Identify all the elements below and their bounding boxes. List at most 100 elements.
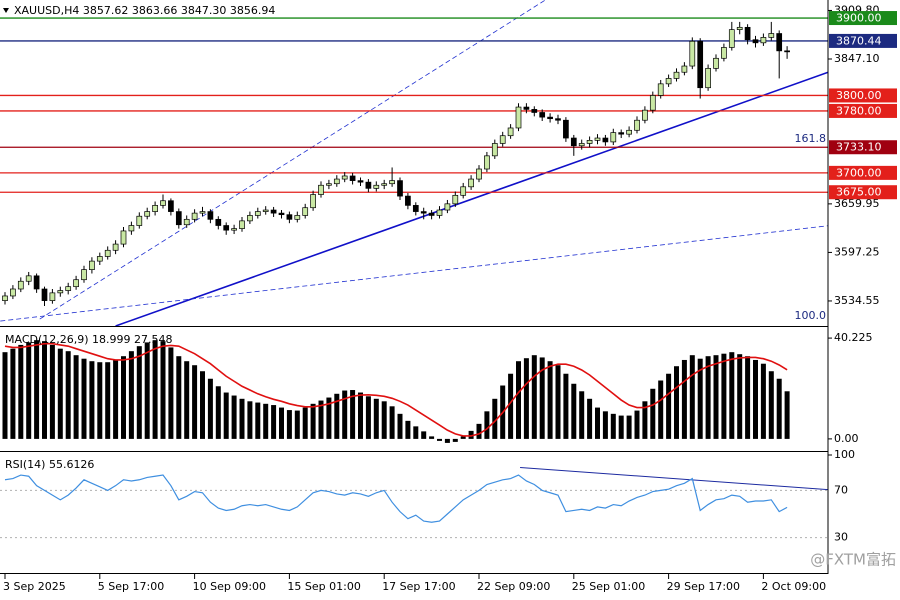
price-label-box [829, 11, 897, 26]
candle-body [96, 256, 103, 262]
candle-body [697, 40, 704, 89]
macd-bar [144, 342, 150, 439]
macd-bar [721, 353, 727, 439]
macd-bar [263, 403, 269, 439]
candle-body [112, 243, 119, 251]
price-label: 3900.00 [836, 12, 882, 25]
macd-bar [105, 362, 111, 439]
candle-body [389, 180, 395, 185]
macd-bar [89, 361, 95, 439]
price-label-box [829, 165, 897, 180]
candle-body [160, 200, 166, 206]
macd-bar [10, 348, 16, 439]
macd-bar [618, 415, 624, 439]
macd-bar [658, 380, 664, 439]
candle-body [507, 127, 514, 137]
candle-body [634, 119, 640, 131]
candle-body [499, 135, 506, 144]
x-tick-label: 25 Sep 01:00 [572, 580, 645, 593]
candle-body [215, 218, 222, 226]
macd-bar [215, 386, 221, 439]
candle-body [326, 183, 332, 186]
candle-body [768, 33, 775, 38]
macd-bar [168, 347, 174, 439]
macd-bar [389, 406, 395, 439]
macd-bar [468, 430, 474, 439]
candle-body [776, 33, 783, 52]
chart-title: XAUUSD,H4 3857.62 3863.66 3847.30 3856.9… [14, 4, 275, 17]
macd-bar [531, 355, 537, 439]
candle-body [128, 225, 135, 232]
candle-body [310, 194, 316, 209]
macd-bar [413, 426, 419, 439]
macd-y-tick-label: 0.00 [834, 432, 859, 445]
price-label: 3800.00 [836, 89, 882, 102]
macd-bar [753, 359, 758, 439]
y-tick-label: 3534.55 [834, 294, 880, 307]
macd-bar [42, 341, 47, 439]
x-tick-label: 17 Sep 17:00 [382, 580, 455, 593]
candle-body [491, 143, 498, 157]
candle-body [586, 140, 593, 144]
price-label-box [829, 103, 897, 118]
macd-bar [247, 401, 253, 439]
candle-body [17, 280, 24, 290]
macd-bar [152, 340, 158, 439]
candle-body [152, 205, 158, 212]
x-tick-label: 5 Sep 17:00 [98, 580, 164, 593]
macd-bar [176, 356, 182, 439]
macd-bar [34, 340, 40, 439]
candle-body [333, 178, 340, 185]
candle-body [594, 137, 601, 141]
candle-body [649, 95, 656, 111]
candle-body [673, 71, 680, 79]
macd-bar [381, 401, 387, 439]
candle-body [120, 230, 127, 245]
macd-bar [397, 413, 403, 439]
macd-bar [429, 436, 435, 439]
macd-bar [26, 342, 32, 439]
candle-body [468, 178, 474, 188]
macd-bar [279, 407, 284, 439]
candle-body [286, 214, 293, 220]
candle-body [349, 175, 356, 181]
macd-bar [239, 398, 245, 439]
macd-bar [326, 397, 332, 439]
macd-y-tick-label: 40.225 [834, 331, 873, 344]
candle-body [736, 26, 743, 31]
x-tick-label: 15 Sep 01:00 [287, 580, 360, 593]
candle-body [41, 288, 48, 301]
candle-body [428, 212, 435, 216]
macd-bar [18, 344, 24, 439]
macd-bar [516, 361, 521, 439]
candle-body [231, 228, 237, 231]
macd-bar [571, 383, 577, 439]
candle-body [57, 290, 64, 294]
candle-body [563, 119, 569, 139]
macd-bar [437, 438, 442, 441]
macd-bar [57, 348, 63, 439]
candle-body [531, 109, 538, 113]
candle-body [618, 132, 625, 135]
macd-bar [318, 400, 324, 439]
macd-bar [49, 344, 55, 439]
candle-body [555, 118, 561, 121]
macd-bar [776, 378, 782, 439]
candle-body [602, 137, 609, 143]
macd-bar [713, 355, 719, 439]
macd-bar [539, 357, 545, 439]
macd-bar [271, 405, 277, 439]
trend-line [115, 71, 828, 326]
macd-bar [334, 393, 340, 439]
rsi-y-tick-label: 30 [834, 531, 848, 544]
macd-bar [650, 388, 656, 439]
price-label: 3870.44 [836, 34, 882, 47]
candle-body [270, 209, 277, 214]
macd-bar [286, 410, 292, 439]
candle-body [183, 218, 190, 226]
macd-bar [192, 365, 198, 439]
candle-body [175, 211, 182, 226]
macd-bar [768, 371, 774, 439]
candle-body [420, 211, 427, 214]
